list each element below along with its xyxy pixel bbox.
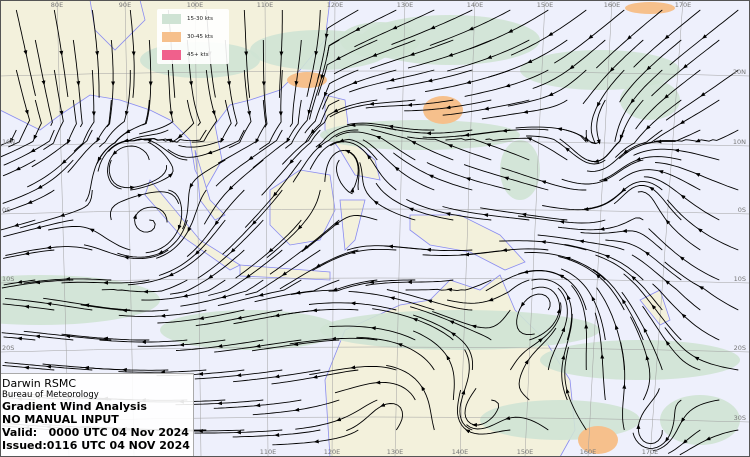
longitude-label-bottom: 170E [642,448,659,456]
longitude-label-top: 130E [397,1,414,9]
legend-item-30-45: 30-45 kts [157,29,229,45]
land-polygon [339,199,366,251]
wind-15-30-area [620,80,680,120]
legend-label: 15-30 kts [187,16,213,22]
meridian-line [459,0,476,457]
longitude-label-bottom: 120E [324,448,341,456]
parallel-line [0,208,750,215]
meridian-line [331,0,336,457]
info-box: Darwin RSMC Bureau of Meteorology Gradie… [0,373,194,457]
latitude-label-right: 30S [734,414,746,422]
agency-name: Bureau of Meteorology [2,390,99,400]
latitude-label-left: 10S [2,275,14,283]
meridian-line [194,0,202,457]
legend-item-15-30: 15-30 kts [157,11,229,27]
wind-15-30-area [660,395,740,445]
latitude-label-right: 0S [738,206,746,214]
parallel-line [0,346,750,353]
legend: 15-30 kts 30-45 kts 45+ kts [157,9,229,64]
meridian-line [524,0,546,457]
latitude-label-right: 20S [734,344,746,352]
longitude-label-top: 100E [187,1,204,9]
longitude-label-top: 110E [257,1,274,9]
longitude-label-bottom: 110E [260,448,277,456]
wind-15-30-area [540,340,740,380]
parallel-line [0,277,750,284]
longitude-label-top: 170E [675,1,692,9]
latitude-label-right: 20N [733,68,746,76]
legend-item-45-plus: 45+ kts [157,47,229,63]
legend-label: 45+ kts [187,52,209,58]
wind-15-30-area [0,275,160,325]
latitude-label-right: 10S [734,275,746,283]
latitude-label-right: 10N [733,138,746,146]
longitude-label-top: 90E [119,1,131,9]
legend-swatch [162,32,181,42]
longitude-label-top: 160E [604,1,621,9]
product-title: Gradient Wind Analysis [2,400,147,413]
meridian-line [264,0,269,457]
meridian-line [649,0,684,457]
longitude-label-top: 140E [467,1,484,9]
streamlines [0,9,739,456]
land-polygon [269,169,336,246]
longitude-label-top: 120E [327,1,344,9]
issued-time: Issued:0116 UTC 04 NOV 2024 [2,439,190,452]
wind-30-45-area [578,426,618,454]
wind-30-45-area [625,2,675,14]
centre-name: Darwin RSMC [2,377,77,390]
wind-15-30-area [320,120,520,150]
longitude-label-bottom: 140E [452,448,469,456]
wind-speed-shading [0,2,740,454]
land-polygon [144,179,241,271]
latitude-label-left: 0S [2,206,10,214]
legend-label: 30-45 kts [187,34,213,40]
legend-swatch [162,14,181,24]
longitude-label-bottom: 150E [517,448,534,456]
wind-15-30-area [500,140,540,200]
wind-15-30-area [340,22,420,58]
legend-swatch [162,50,181,60]
wind-15-30-area [160,310,340,350]
latitude-label-left: 20S [2,344,14,352]
longitude-label-top: 80E [51,1,63,9]
meridian-line [394,0,406,457]
manual-input-note: NO MANUAL INPUT [2,413,119,426]
longitude-label-top: 150E [537,1,554,9]
land-polygon [409,214,526,271]
longitude-label-bottom: 160E [580,448,597,456]
longitude-label-bottom: 130E [387,448,404,456]
latitude-label-left: 10N [2,138,15,146]
valid-time: Valid: 0000 UTC 04 Nov 2024 [2,426,189,439]
